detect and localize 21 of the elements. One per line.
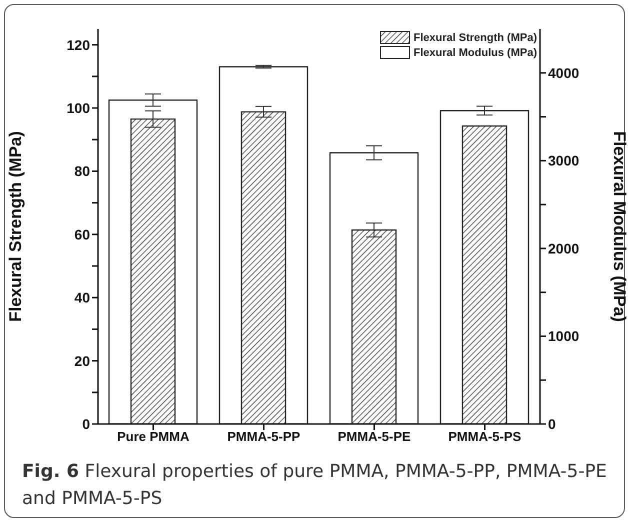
y-axis-title: Flexural Strength (MPa) xyxy=(6,131,26,322)
y2-axis-title: Flexural Modulus (MPa) xyxy=(610,131,629,322)
y-tick-label: 80 xyxy=(74,163,90,180)
x-tick-label: PMMA-5-PP xyxy=(227,429,301,444)
y-tick-label: 40 xyxy=(74,290,90,306)
x-tick-label: PMMA-5-PS xyxy=(448,429,522,444)
x-tick-label: PMMA-5-PE xyxy=(338,429,412,444)
legend-label: Flexural Strength (MPa) xyxy=(414,32,537,44)
y-tick-label: 60 xyxy=(74,226,90,242)
x-tick-label: Pure PMMA xyxy=(117,429,190,444)
y2-tick-label: 0 xyxy=(548,416,556,432)
y-tick-label: 120 xyxy=(66,36,90,53)
caption: Fig. 6 Flexural properties of pure PMMA, PMMA-5-PP, PMMA-5-PE and PMMA-5-PS xyxy=(22,460,608,511)
y2-tick-label: 1000 xyxy=(548,328,580,344)
y2-tick-label: 2000 xyxy=(548,240,580,256)
y-tick-label: 20 xyxy=(74,352,90,369)
y2-tick-label: 3000 xyxy=(548,152,580,169)
y-tick-label: 0 xyxy=(82,416,90,432)
legend-label: Flexural Modulus (MPa) xyxy=(414,46,537,58)
y2-tick-label: 4000 xyxy=(548,64,580,81)
y-tick-label: 100 xyxy=(66,100,90,116)
